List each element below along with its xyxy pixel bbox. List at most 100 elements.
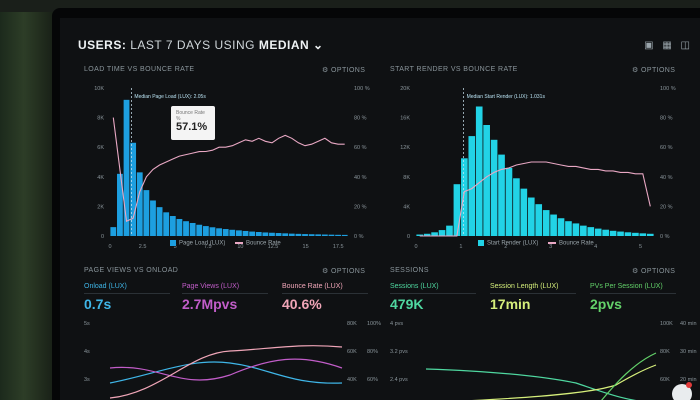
histogram-bar bbox=[282, 233, 289, 236]
histogram-bar bbox=[189, 222, 196, 236]
histogram-bar bbox=[431, 232, 438, 236]
onload-label: Onload (LUX) bbox=[84, 283, 127, 290]
histogram-bar bbox=[302, 234, 308, 236]
histogram-bar bbox=[117, 173, 123, 236]
sessions-line bbox=[425, 368, 637, 400]
legend-swatch-bounce bbox=[548, 242, 557, 244]
bounce-rate-line bbox=[109, 345, 343, 399]
histogram-bar bbox=[163, 212, 170, 236]
monitor-icon[interactable]: ▣ bbox=[644, 40, 654, 51]
page-title[interactable]: USERS: LAST 7 DAYS USING MEDIAN ⌄ bbox=[78, 38, 324, 52]
histogram-bar bbox=[315, 234, 322, 236]
y2-tick-label: 40 % bbox=[354, 175, 367, 181]
histogram-bar bbox=[520, 188, 528, 236]
histogram-bar bbox=[110, 227, 117, 236]
sessions-value: 479K bbox=[390, 296, 424, 312]
histogram-bar bbox=[295, 233, 302, 236]
sessions-options[interactable]: ⚙ OPTIONS bbox=[632, 268, 676, 275]
y3-tick-label: 30 min bbox=[680, 349, 697, 355]
y2-tick-label: 80 % bbox=[660, 116, 673, 122]
histogram-bar bbox=[446, 225, 453, 236]
y3-tick-label: 60% bbox=[367, 377, 378, 383]
y2-tick-label: 100 % bbox=[354, 86, 370, 92]
histogram-bar bbox=[216, 228, 222, 236]
histogram-bar bbox=[242, 230, 249, 236]
histogram-bar bbox=[423, 233, 431, 236]
page-views-value: 2.7Mpvs bbox=[182, 296, 238, 312]
chat-button[interactable] bbox=[672, 384, 692, 400]
image-icon[interactable]: ▦ bbox=[662, 40, 672, 51]
chevron-down-icon[interactable]: ⌄ bbox=[313, 38, 324, 52]
x-tick-label: 5 bbox=[639, 244, 642, 250]
y-tick-label: 2K bbox=[97, 204, 104, 210]
y2-tick-label: 60K bbox=[347, 349, 357, 355]
histogram-bar bbox=[183, 221, 189, 236]
histogram-bar bbox=[169, 216, 176, 236]
y-tick-label: 16K bbox=[400, 116, 410, 122]
x-tick-label: 10 bbox=[237, 244, 243, 250]
histogram-bar bbox=[123, 99, 130, 236]
histogram-bar bbox=[542, 210, 550, 236]
histogram-bar bbox=[490, 139, 498, 236]
histogram-bar bbox=[209, 227, 216, 236]
toolbar-icons: ▣ ▦ ◫ bbox=[638, 40, 690, 51]
histogram-bar bbox=[646, 233, 654, 236]
histogram-bar bbox=[328, 234, 335, 236]
x-tick-label: 0 bbox=[414, 244, 417, 250]
y3-tick-label: 100% bbox=[367, 321, 381, 327]
session-length-line bbox=[472, 364, 657, 400]
histogram-bar bbox=[438, 230, 446, 236]
y2-tick-label: 60 % bbox=[354, 145, 367, 151]
histogram-bar bbox=[150, 200, 156, 236]
histogram-bar bbox=[255, 232, 262, 236]
x-tick-label: 3 bbox=[549, 244, 552, 250]
title-using: USING bbox=[214, 38, 255, 52]
divider bbox=[490, 293, 576, 294]
histogram-bar bbox=[483, 125, 490, 236]
histogram-bar bbox=[196, 224, 203, 236]
histogram-bar bbox=[468, 136, 476, 236]
y2-tick-label: 20 % bbox=[660, 204, 673, 210]
histogram-bar bbox=[176, 218, 183, 236]
legend-label-start-render: Start Render (LUX) bbox=[487, 240, 539, 247]
page-views-options[interactable]: ⚙ OPTIONS bbox=[322, 268, 366, 275]
load-time-options[interactable]: ⚙ OPTIONS bbox=[322, 67, 366, 74]
options-label: OPTIONS bbox=[331, 67, 366, 74]
title-prefix: USERS: bbox=[78, 38, 127, 52]
histogram-bar bbox=[461, 158, 468, 236]
y2-tick-label: 60K bbox=[660, 377, 670, 383]
bounce-rate-line bbox=[419, 161, 651, 237]
y3-tick-label: 20 min bbox=[680, 377, 697, 383]
y-tick-label: 0 bbox=[407, 234, 410, 240]
y3-tick-label: 80% bbox=[367, 349, 378, 355]
page-views-label: Page Views (LUX) bbox=[182, 283, 240, 290]
y2-tick-label: 80K bbox=[660, 349, 670, 355]
y-tick-label: 12K bbox=[400, 145, 410, 151]
page-views-line bbox=[109, 358, 343, 381]
pvs-per-session-value: 2pvs bbox=[590, 296, 622, 312]
y-tick-label: 4K bbox=[403, 204, 410, 210]
x-tick-label: 15 bbox=[303, 244, 309, 250]
page-views-title: PAGE VIEWS VS ONLOAD bbox=[84, 267, 179, 274]
x-tick-label: 0 bbox=[108, 244, 111, 250]
bounce-rate-value: 40.6% bbox=[282, 296, 322, 312]
tooltip-label: Bounce Rate% bbox=[176, 110, 205, 122]
histogram-bar bbox=[335, 234, 341, 236]
histogram-bar bbox=[143, 190, 150, 236]
y2-tick-label: 20 % bbox=[354, 204, 367, 210]
notification-dot bbox=[686, 382, 692, 388]
x-tick-label: 7.5 bbox=[204, 244, 212, 250]
x-tick-label: 2.5 bbox=[139, 244, 147, 250]
median-label: Median Start Render (LUX): 1.031s bbox=[467, 94, 546, 100]
start-render-options[interactable]: ⚙ OPTIONS bbox=[632, 67, 676, 74]
histogram-bar bbox=[535, 204, 543, 236]
histogram-bar bbox=[275, 233, 282, 236]
divider bbox=[590, 293, 676, 294]
y-tick-label: 8K bbox=[403, 175, 410, 181]
histogram-bar bbox=[609, 230, 617, 236]
histogram-bar bbox=[308, 234, 315, 236]
options-label: OPTIONS bbox=[641, 268, 676, 275]
histogram-bar bbox=[587, 227, 595, 236]
histogram-bar bbox=[550, 214, 557, 236]
trash-icon[interactable]: ◫ bbox=[680, 40, 690, 51]
